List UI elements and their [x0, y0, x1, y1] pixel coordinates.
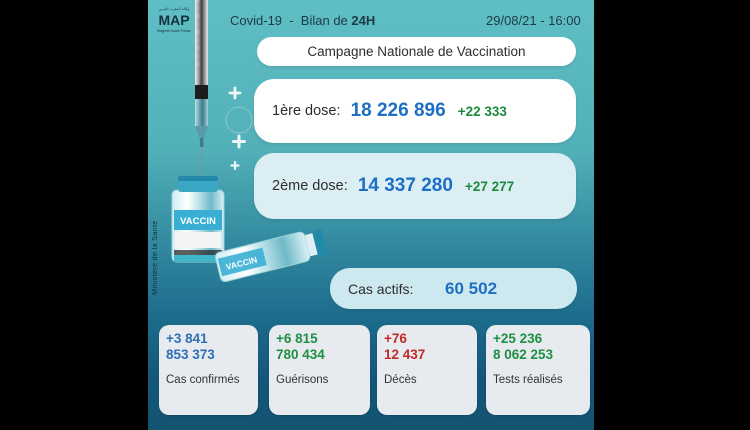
svg-text:VACCIN: VACCIN: [180, 216, 216, 227]
